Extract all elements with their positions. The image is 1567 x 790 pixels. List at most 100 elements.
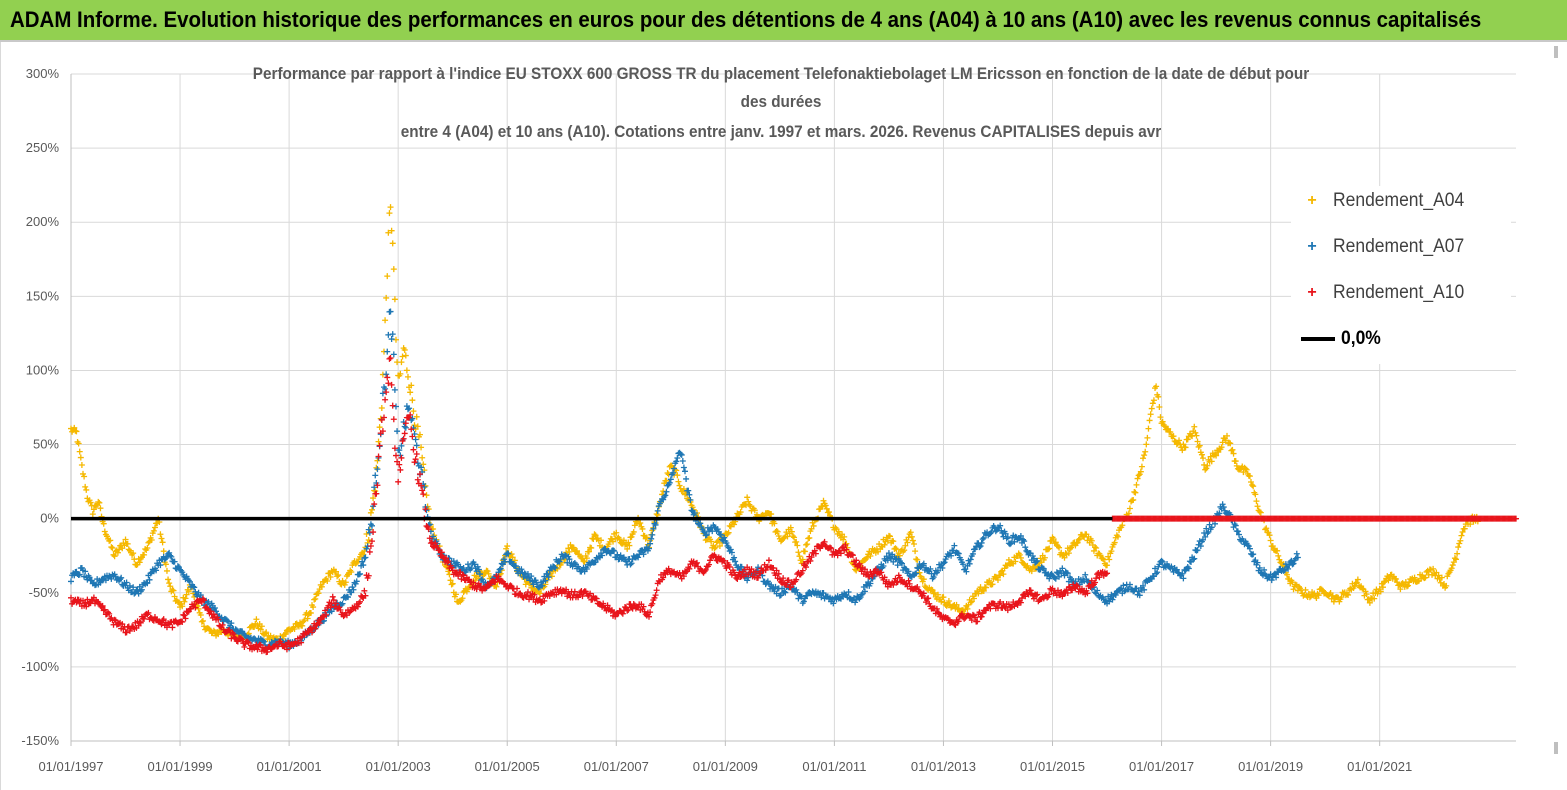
data-point (1121, 588, 1128, 595)
data-point (1302, 586, 1309, 593)
resize-handle-top[interactable] (1554, 46, 1558, 58)
data-point (1061, 554, 1068, 561)
data-point (371, 484, 378, 491)
x-axis-ticks: 01/01/1997 01/01/1999 01/01/2001 01/01/2003… (38, 759, 1412, 774)
data-point (1273, 574, 1280, 581)
data-point (653, 510, 660, 517)
data-point (853, 557, 860, 564)
x-tick-label: 01/01/2015 (1020, 759, 1085, 774)
data-point (1250, 483, 1257, 490)
data-point (688, 507, 695, 514)
data-point (1377, 588, 1384, 595)
data-point (945, 597, 952, 604)
data-point (652, 521, 659, 528)
data-point (371, 501, 378, 508)
data-point (1093, 545, 1100, 552)
data-point (350, 586, 357, 593)
data-point (1281, 567, 1288, 574)
data-point (1130, 496, 1137, 503)
data-point (1290, 560, 1297, 567)
data-point (205, 598, 212, 605)
plus-marker-icon: + (1307, 238, 1317, 255)
data-point (1145, 425, 1152, 432)
data-point (423, 507, 430, 514)
data-point (258, 623, 265, 630)
data-point (544, 571, 551, 578)
resize-handle-bottom[interactable] (1554, 742, 1558, 754)
data-point (125, 546, 132, 553)
data-point (171, 593, 178, 600)
data-point (927, 565, 934, 572)
data-point (828, 545, 835, 552)
data-point (687, 497, 694, 504)
data-point (402, 352, 409, 359)
data-point (795, 549, 802, 556)
data-point (1014, 602, 1021, 609)
data-point (136, 618, 143, 625)
data-point (893, 546, 900, 553)
data-point (545, 574, 552, 581)
data-point (535, 584, 542, 591)
data-point (1227, 440, 1234, 447)
data-point (141, 615, 148, 622)
data-point (800, 598, 807, 605)
data-point (1430, 565, 1437, 572)
data-point (383, 294, 390, 301)
data-point (112, 617, 119, 624)
data-point (368, 522, 375, 529)
y-tick-label: 150% (26, 288, 60, 303)
data-point (421, 484, 428, 491)
data-point (197, 592, 204, 599)
data-point (531, 591, 538, 598)
data-point (913, 585, 920, 592)
data-point (723, 540, 730, 547)
data-point (1030, 555, 1037, 562)
data-point (708, 538, 715, 545)
data-point (1108, 548, 1115, 555)
data-point (401, 346, 408, 353)
data-point (391, 296, 398, 303)
data-point (1046, 591, 1053, 598)
data-point (408, 426, 415, 433)
data-point (498, 560, 505, 567)
data-point (571, 588, 578, 595)
data-point (170, 587, 177, 594)
data-point (1099, 555, 1106, 562)
data-point (982, 584, 989, 591)
data-point (622, 541, 629, 548)
series-rendement-a10-zero (1109, 515, 1519, 522)
data-point (239, 636, 246, 643)
data-point (335, 572, 342, 579)
data-point (81, 473, 88, 480)
data-point (425, 526, 432, 533)
data-point (370, 495, 377, 502)
data-point (408, 382, 415, 389)
data-point (997, 522, 1004, 529)
data-point (1267, 537, 1274, 544)
data-point (976, 544, 983, 551)
data-point (1141, 586, 1148, 593)
data-point (823, 505, 830, 512)
data-point (979, 610, 986, 617)
data-point (123, 579, 130, 586)
data-point (1393, 576, 1400, 583)
data-point (144, 545, 151, 552)
data-point (1082, 571, 1089, 578)
data-point (1268, 577, 1275, 584)
data-point (733, 574, 740, 581)
data-point (1094, 587, 1101, 594)
data-point (1088, 577, 1095, 584)
data-series (68, 204, 1519, 656)
series-rendement-a07 (68, 308, 1301, 652)
data-point (1076, 535, 1083, 542)
data-point (1064, 570, 1071, 577)
data-point (1165, 425, 1172, 432)
data-point (264, 648, 271, 655)
data-point (479, 576, 486, 583)
data-point (643, 534, 650, 541)
data-point (938, 598, 945, 605)
data-point (969, 550, 976, 557)
x-tick-label: 01/01/2017 (1129, 759, 1194, 774)
data-point (964, 605, 971, 612)
data-point (345, 594, 352, 601)
